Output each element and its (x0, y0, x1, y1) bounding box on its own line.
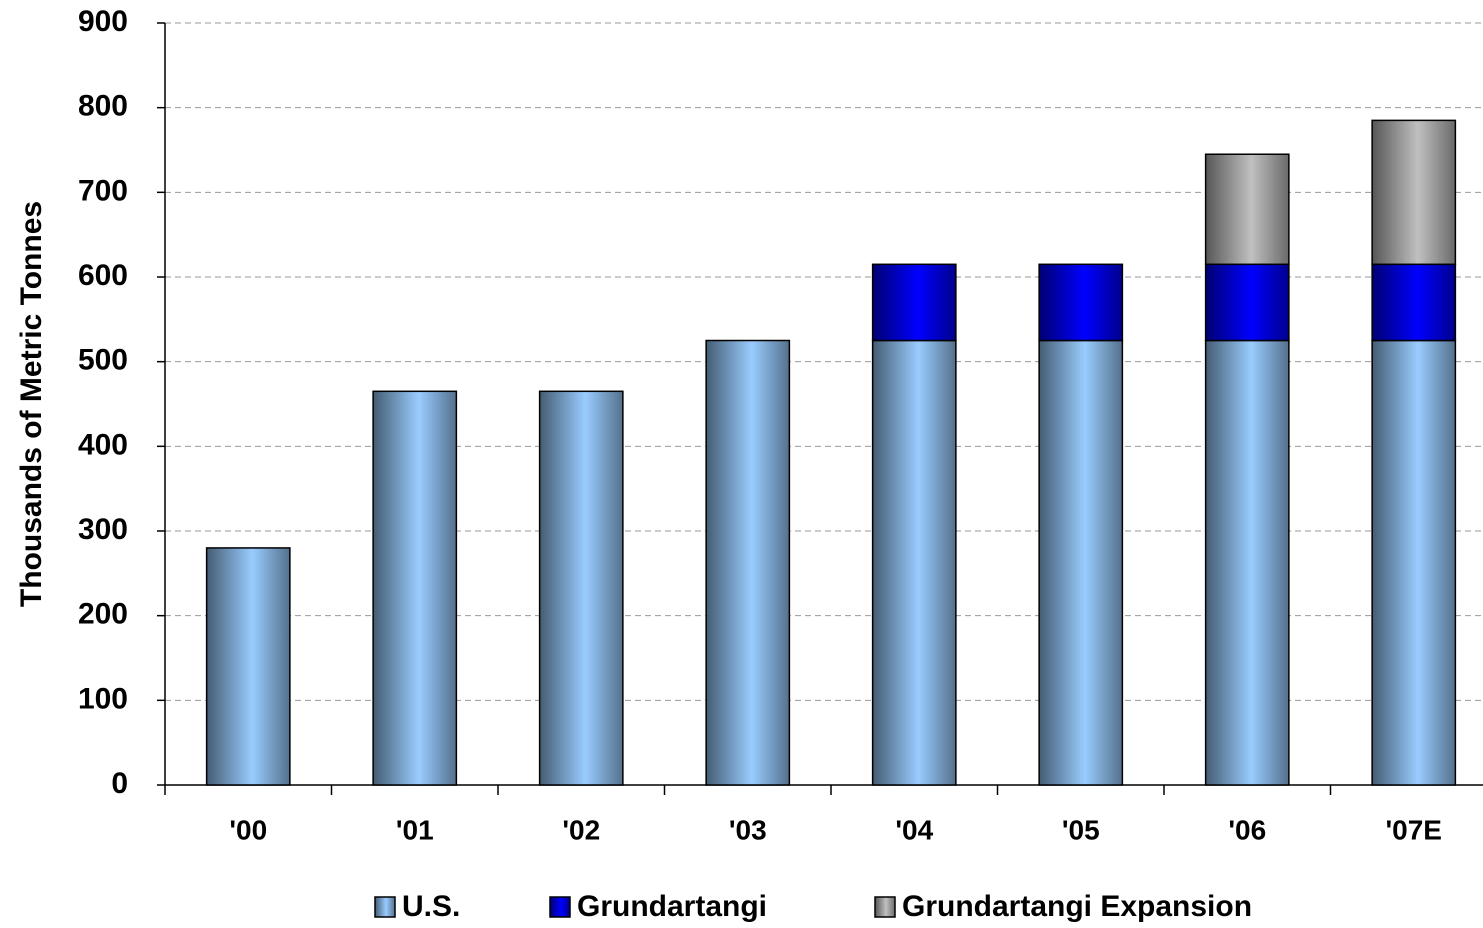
legend-label: Grundartangi (577, 890, 767, 923)
bar-shade (538, 390, 624, 786)
bar-shade (1038, 339, 1124, 786)
y-tick-label: 100 (78, 682, 128, 715)
bar-shade (1204, 263, 1290, 342)
legend-label: U.S. (402, 890, 460, 923)
legend-shade (550, 897, 570, 917)
y-tick-label: 500 (78, 344, 128, 377)
x-tick-label: '02 (562, 814, 600, 845)
y-tick-label: 0 (111, 767, 128, 800)
y-tick-label: 400 (78, 428, 128, 461)
x-tick-label: '01 (396, 814, 434, 845)
x-tick-label: '06 (1228, 814, 1266, 845)
y-tick-label: 600 (78, 259, 128, 292)
y-tick-label: 800 (78, 90, 128, 123)
bar-shade (372, 390, 458, 786)
x-tick-label: '04 (895, 814, 933, 845)
legend-label: Grundartangi Expansion (902, 890, 1252, 923)
x-tick-label: '07E (1386, 814, 1442, 845)
bar-shade (1204, 339, 1290, 786)
bar-shade (1371, 263, 1457, 342)
bar-shade (871, 263, 957, 342)
bar-shade (871, 339, 957, 786)
y-tick-label: 700 (78, 174, 128, 207)
bar-shade (205, 547, 291, 786)
bar-shade (1371, 119, 1457, 266)
y-tick-label: 300 (78, 513, 128, 546)
x-tick-label: '00 (229, 814, 267, 845)
bar-shade (1371, 339, 1457, 786)
y-tick-label: 200 (78, 598, 128, 631)
legend-shade (875, 897, 895, 917)
bar-shade (1038, 263, 1124, 342)
bar-shade (1204, 153, 1290, 266)
y-tick-label: 900 (78, 5, 128, 38)
y-axis-label: Thousands of Metric Tonnes (15, 201, 48, 607)
x-tick-label: '03 (729, 814, 767, 845)
legend-shade (375, 897, 395, 917)
x-tick-label: '05 (1062, 814, 1100, 845)
bar-shade (705, 339, 791, 786)
